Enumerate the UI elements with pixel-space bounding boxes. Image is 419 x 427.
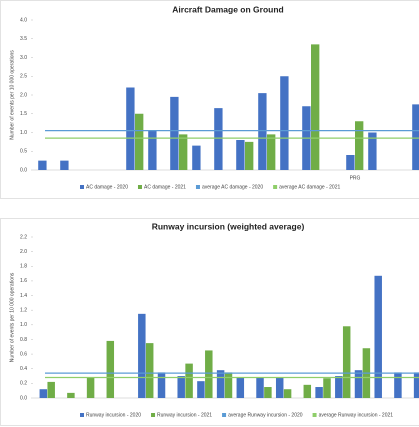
bar [67,392,75,398]
legend-label: average Runway incursion - 2021 [319,412,394,418]
bar [192,145,201,170]
legend-label: AC damage - 2020 [86,184,128,190]
bar [205,350,213,398]
bar [60,160,69,170]
y-axis-label: Number of events per 10 000 operations [9,50,15,140]
bar [47,381,55,398]
chart-frame [0,218,419,426]
bar [283,389,292,398]
bar [157,372,166,398]
bar [258,93,267,170]
bar [394,372,402,398]
bar [374,275,382,398]
y-tick-label: 1.0 [20,322,27,328]
bar [236,140,245,170]
y-tick-label: 2.2 [20,234,27,240]
bar [342,326,351,398]
bar [354,370,363,398]
y-tick-label: 0.2 [20,381,27,387]
bar [245,141,254,170]
bar [346,155,355,170]
bar [236,377,245,398]
y-tick-label: 0.8 [20,337,27,343]
legend-label: AC damage - 2021 [144,184,186,190]
bar [39,389,48,398]
bar [413,372,419,398]
bar [368,132,377,170]
chart-title: Aircraft Damage on Ground [172,4,283,14]
bar [256,377,264,398]
y-tick-label: 0.4 [20,366,27,372]
legend-label: average Runway incursion - 2020 [228,412,303,418]
bar [177,376,185,398]
bar [315,387,323,398]
legend-label: average AC damage - 2020 [202,184,263,190]
y-tick-label: 1.2 [20,308,27,314]
bar [38,160,47,170]
bar [179,134,188,170]
legend-swatch [195,185,200,189]
bar [135,113,144,170]
bar [145,343,154,398]
legend-swatch [151,413,156,417]
bar [311,44,320,170]
bar [303,384,312,398]
y-tick-label: 1.5 [20,111,27,117]
chart-frame [0,0,419,199]
legend-swatch [312,413,317,417]
bar [126,87,135,170]
y-tick-label: 0.0 [20,167,27,173]
x-tick-label: PRG [350,175,361,181]
legend-swatch [222,413,227,417]
y-tick-label: 0.0 [20,395,27,401]
bar [86,377,95,398]
bar [335,376,343,398]
bar [275,377,284,398]
y-tick-label: 1.4 [20,293,27,299]
bar [323,378,331,398]
bar [355,121,364,170]
legend-swatch [80,413,84,417]
bar [185,363,193,398]
bar [280,76,289,170]
bar [412,104,419,170]
bar [216,370,225,398]
y-axis-label: Number of events per 10 000 operations [9,272,15,362]
legend-swatch [80,185,84,189]
legend-label: average AC damage - 2021 [279,184,340,190]
y-tick-label: 1.6 [20,278,27,284]
y-tick-label: 0.5 [20,149,27,155]
bar [138,313,146,398]
y-tick-label: 0.6 [20,351,27,357]
bar [106,340,115,398]
y-tick-label: 2.5 [20,74,27,80]
y-tick-label: 2.0 [20,249,27,255]
bar [197,381,205,398]
legend-swatch [137,185,142,189]
chart-title: Runway incursion (weighted average) [152,221,305,231]
y-tick-label: 3.5 [20,36,27,42]
bar [148,130,157,170]
legend-label: Runway incursion - 2020 [86,412,141,418]
y-tick-label: 2.0 [20,92,27,98]
bar [224,372,233,398]
bar [264,387,272,398]
bar [214,108,223,170]
y-tick-label: 4.0 [20,17,27,23]
bar [170,96,179,170]
bar [267,134,276,170]
legend-swatch [273,185,278,189]
y-tick-label: 3.0 [20,55,27,61]
legend-label: Runway incursion - 2021 [157,412,212,418]
y-tick-label: 1.8 [20,264,27,270]
y-tick-label: 1.0 [20,130,27,136]
